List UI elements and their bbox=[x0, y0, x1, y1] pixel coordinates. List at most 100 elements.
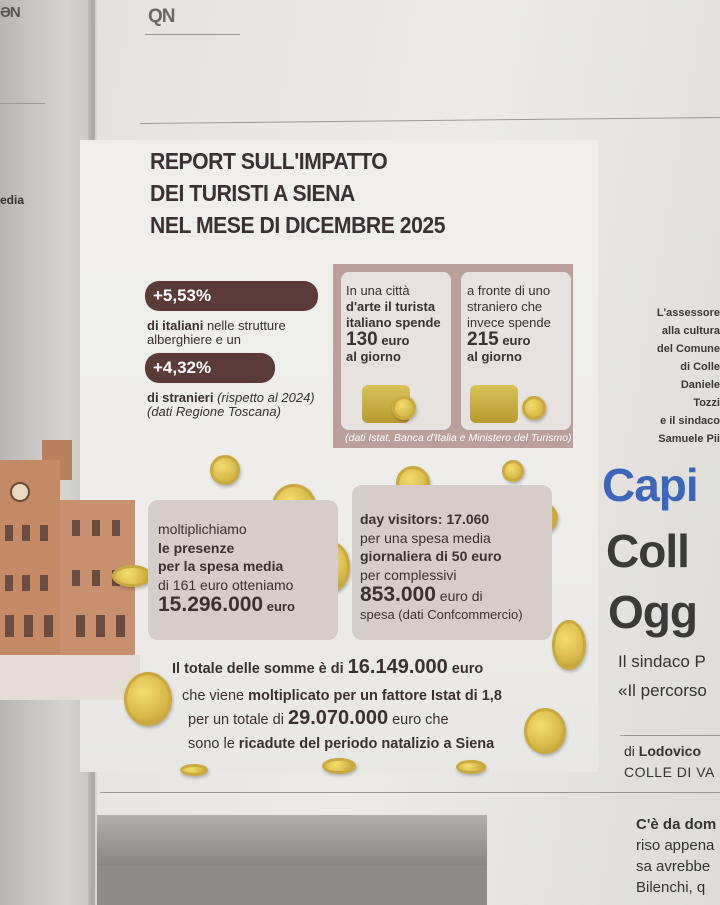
caption-line-6: Tozzi bbox=[693, 397, 720, 409]
italian-line-3: italiano spende bbox=[346, 315, 441, 330]
header-rule bbox=[145, 34, 240, 35]
day-visitors-card bbox=[352, 485, 552, 640]
subhead-line-2: «Il percorso bbox=[618, 681, 707, 700]
presences-amount: 15.296.000 bbox=[158, 593, 264, 616]
coin-icon bbox=[524, 708, 566, 754]
italian-spending-text: In una città d'arte il turista italiano … bbox=[346, 283, 441, 365]
total-prefix: Il totale delle somme è di bbox=[172, 661, 348, 677]
coin-icon bbox=[210, 455, 240, 485]
caption-line-7: e il sindaco bbox=[660, 415, 720, 427]
italian-amount: 130 bbox=[346, 329, 378, 350]
coin-icon bbox=[456, 760, 486, 774]
italians-percentage-badge: +5,53% bbox=[145, 281, 318, 311]
day-visitors-amount: 853.000 bbox=[360, 583, 436, 606]
article-photo-top bbox=[97, 815, 487, 865]
total-line-4: sono le ricadute del periodo natalizio a… bbox=[188, 735, 494, 753]
coin-icon bbox=[522, 396, 546, 420]
coin-icon bbox=[112, 565, 152, 587]
caption-line-4: di Colle bbox=[680, 361, 720, 373]
byline: di Lodovico bbox=[624, 743, 701, 759]
headline-line-1: Capi bbox=[602, 459, 699, 511]
multiplier-prefix: che viene bbox=[182, 688, 249, 704]
left-masthead-logo: ƏN bbox=[0, 4, 21, 21]
caption-line-1: L'assessore bbox=[656, 307, 720, 319]
grand-total-unit: euro che bbox=[388, 712, 449, 728]
coin-icon bbox=[392, 396, 416, 420]
coin-icon bbox=[552, 620, 586, 670]
byline-place: COLLE DI VA bbox=[624, 764, 715, 780]
caption-line-3: del Comune bbox=[657, 343, 720, 355]
presences-line-3: per la spesa media bbox=[158, 558, 284, 574]
foreign-unit: euro bbox=[498, 333, 531, 348]
byline-rule bbox=[620, 735, 720, 736]
italian-suffix: al giorno bbox=[346, 349, 401, 364]
italians-line-2: alberghiere e un bbox=[147, 332, 241, 347]
foreign-line-3: invece spende bbox=[467, 315, 551, 330]
coin-icon bbox=[322, 758, 356, 774]
italians-line-1: di italiani nelle strutture bbox=[147, 318, 286, 334]
infographic-panel bbox=[80, 140, 598, 772]
foreign-suffix: al giorno bbox=[467, 349, 522, 364]
day-visitors-text: day visitors: 17.060 per una spesa media… bbox=[360, 510, 523, 624]
foreigners-percentage-badge: +4,32% bbox=[145, 353, 275, 383]
left-page-fragment: edia bbox=[0, 193, 25, 207]
foreigners-source: (dati Regione Toscana) bbox=[147, 404, 281, 419]
day-visitors-line-3: giornaliera di 50 euro bbox=[360, 548, 502, 564]
day-visitors-line-4: per complessivi bbox=[360, 566, 457, 583]
caption-line-2: alla cultura bbox=[661, 325, 720, 337]
impact-prefix: sono le bbox=[188, 736, 239, 752]
total-line-3: per un totale di 29.070.000 euro che bbox=[188, 707, 449, 729]
italians-label: di italiani bbox=[147, 318, 204, 333]
total-line-1: Il totale delle somme è di 16.149.000 eu… bbox=[172, 656, 483, 678]
total-amount: 16.149.000 bbox=[347, 656, 448, 678]
foreigners-label: di stranieri bbox=[147, 390, 214, 405]
headline-line-2: Coll bbox=[606, 525, 690, 577]
day-visitors-source: spesa (dati Confcommercio) bbox=[360, 606, 523, 622]
italian-unit: euro bbox=[377, 333, 410, 348]
foreign-spending-text: a fronte di uno straniero che invece spe… bbox=[467, 283, 551, 365]
presences-line-2: le presenze bbox=[158, 539, 235, 556]
presences-line-4: di 161 euro otteniamo bbox=[158, 576, 294, 593]
byline-prefix: di bbox=[624, 743, 639, 759]
left-rule bbox=[0, 103, 45, 104]
body-line-4: Bilenchi, q bbox=[636, 879, 706, 896]
title-line-1: REPORT SULL'IMPATTO bbox=[150, 148, 388, 174]
italian-line-2: d'arte il turista bbox=[346, 299, 436, 314]
masthead-logo: QN bbox=[148, 6, 175, 27]
caption-line-5: Daniele bbox=[680, 379, 720, 391]
foreigners-rest: (rispetto al 2024) bbox=[213, 390, 315, 405]
foreigners-line-1: di stranieri (rispetto al 2024) bbox=[147, 390, 315, 406]
grand-total-prefix: per un totale di bbox=[188, 712, 288, 728]
presences-unit: euro bbox=[263, 599, 295, 614]
total-line-2: che viene moltiplicato per un fattore Is… bbox=[182, 687, 502, 705]
italians-rest: nelle strutture bbox=[203, 318, 286, 333]
coin-stack-icon bbox=[470, 385, 518, 423]
multiplier-text: moltiplicato per un fattore Istat di 1,8 bbox=[248, 688, 502, 704]
coin-icon bbox=[502, 460, 524, 482]
day-visitors-unit: euro di bbox=[435, 588, 483, 604]
headline-line-3: Ogg bbox=[608, 586, 698, 638]
impact-text: ricadute del periodo natalizio a Siena bbox=[238, 736, 495, 752]
presences-line-1: moltiplichiamo bbox=[158, 521, 247, 537]
day-visitors-line-1: day visitors: 17.060 bbox=[360, 511, 490, 527]
body-line-1: C'è da dom bbox=[636, 816, 717, 833]
presences-text: moltiplichiamo le presenze per la spesa … bbox=[158, 520, 295, 617]
caption-line-8: Samuele Pii bbox=[658, 433, 720, 445]
photo-caption: L'assessore alla cultura del Comune di C… bbox=[612, 304, 720, 448]
bottom-rule bbox=[100, 792, 720, 793]
foreign-line-2: straniero che bbox=[467, 299, 543, 314]
section-rule bbox=[140, 116, 720, 125]
article-body: C'è da dom riso appena sa avrebbe Bilenc… bbox=[636, 814, 716, 898]
byline-author: Lodovico bbox=[638, 743, 702, 759]
foreign-line-1: a fronte di uno bbox=[467, 283, 551, 298]
foreign-amount: 215 bbox=[467, 329, 499, 350]
spending-source: (dati Istat, Banca d'Italia e Ministero … bbox=[345, 432, 572, 444]
infographic-title: REPORT SULL'IMPATTO DEI TURISTI A SIENA … bbox=[150, 145, 590, 241]
body-line-3: sa avrebbe bbox=[636, 858, 711, 875]
title-line-2: DEI TURISTI A SIENA bbox=[150, 180, 355, 206]
grand-total-amount: 29.070.000 bbox=[287, 707, 389, 729]
presences-card bbox=[148, 500, 338, 640]
day-visitors-line-2: per una spesa media bbox=[360, 529, 491, 546]
coin-icon bbox=[124, 672, 172, 726]
coin-icon bbox=[180, 764, 208, 776]
